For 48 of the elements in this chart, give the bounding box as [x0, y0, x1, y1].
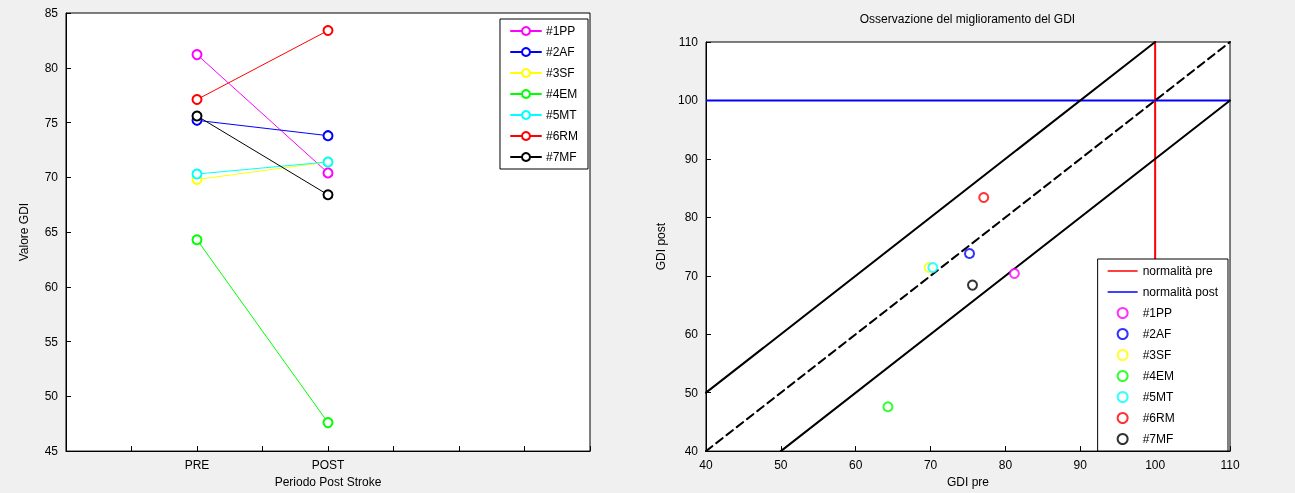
legend-label: #3SF: [545, 66, 575, 80]
legend-label: #7MF: [545, 150, 577, 164]
legend-label: #1PP: [1142, 306, 1172, 320]
y-axis-title: GDI post: [654, 222, 669, 271]
y-tick-label: 70: [684, 268, 699, 283]
legend-label: #2AF: [1142, 327, 1172, 341]
y-tick-label: 40: [684, 444, 699, 459]
x-tick-label: POST: [311, 458, 346, 473]
y-tick-label: 110: [678, 35, 699, 49]
x-tick-label: 110: [1220, 458, 1240, 473]
legend-label: #4EM: [1142, 369, 1174, 383]
x-tick-label: PRE: [184, 458, 210, 473]
x-tick-label: 40: [699, 458, 713, 473]
legend-label: #7MF: [1142, 432, 1174, 446]
legend-label: #1PP: [545, 24, 576, 38]
y-axis-title: Valore GDI: [17, 202, 31, 262]
ref-line-label: normalità pre: [1142, 264, 1213, 278]
x-tick-label: 80: [998, 458, 1013, 473]
y-tick-label: 55: [44, 334, 59, 349]
y-tick-label: 50: [44, 389, 59, 404]
x-tick-label: 70: [923, 458, 938, 473]
legend-label: #6RM: [1142, 411, 1175, 425]
x-tick-label: 50: [774, 458, 788, 473]
legend-label: #2AF: [545, 45, 575, 59]
y-tick-label: 65: [44, 225, 59, 240]
x-tick-label: 60: [849, 458, 863, 473]
y-tick-label: 60: [44, 279, 59, 294]
y-tick-label: 85: [44, 6, 59, 20]
y-tick-label: 50: [684, 385, 699, 400]
legend-label: #5MT: [545, 108, 578, 122]
legend-label: #5MT: [1142, 390, 1174, 404]
x-axis-title: Periodo Post Stroke: [274, 475, 382, 489]
x-tick-label: 100: [1145, 458, 1166, 473]
y-tick-label: 75: [44, 115, 59, 130]
chart-title: Osservazione del miglioramento del GDI: [859, 12, 1076, 26]
legend-label: #3SF: [1142, 348, 1172, 362]
y-tick-label: 80: [44, 60, 59, 75]
y-tick-label: 90: [684, 151, 699, 166]
x-axis-title: GDI pre: [946, 475, 990, 489]
x-tick-label: 90: [1073, 458, 1088, 473]
y-tick-label: 70: [44, 170, 59, 185]
legend-label: #6RM: [545, 129, 579, 143]
y-tick-label: 45: [44, 444, 59, 459]
legend-label: normalità post: [1142, 285, 1219, 299]
y-tick-label: 80: [684, 210, 699, 225]
y-tick-label: 60: [684, 327, 699, 342]
y-tick-label: 100: [677, 93, 699, 108]
legend-label: #4EM: [545, 87, 578, 101]
